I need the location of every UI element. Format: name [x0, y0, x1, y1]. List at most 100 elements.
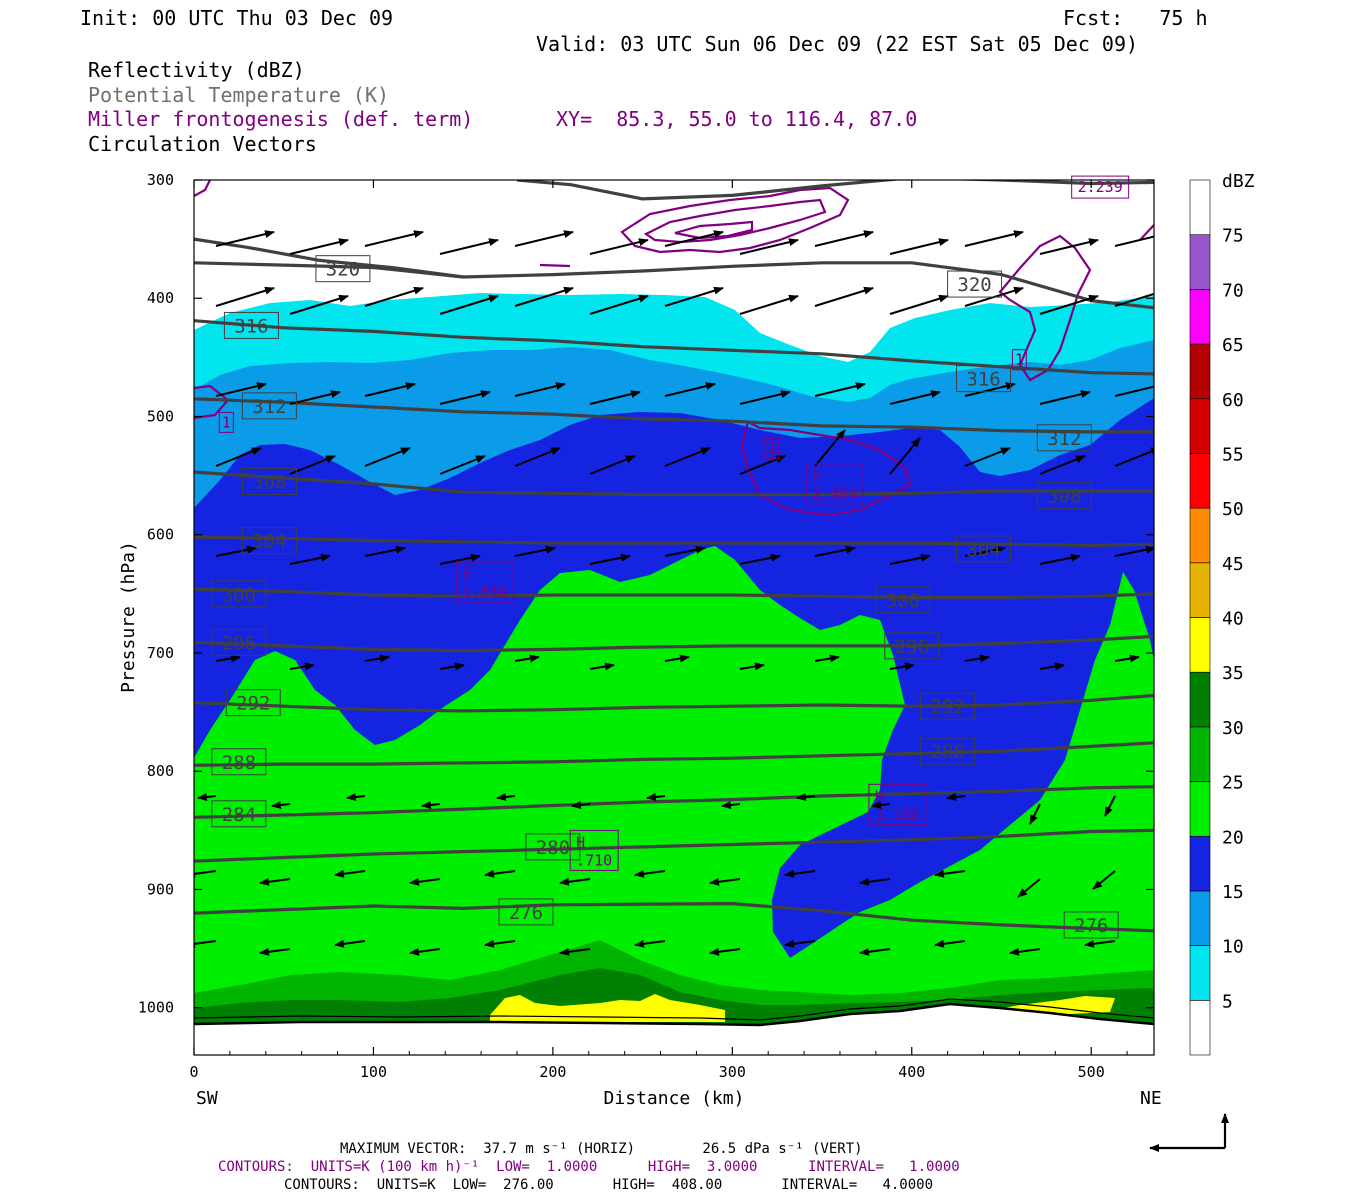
circulation-vector-arrow: [709, 877, 741, 886]
theta-contour-line: [194, 470, 1154, 497]
circulation-vector-arrow: [215, 382, 267, 397]
theta-label-box: [241, 392, 297, 420]
fronto-label-box: [1071, 175, 1130, 199]
theta-contour-line: [194, 261, 1154, 310]
circulation-vector-arrow: [1114, 654, 1140, 663]
circulation-vector-arrow: [514, 230, 574, 247]
colorbar-level-label: 55: [1222, 444, 1244, 465]
fronto-contour-info: CONTOURS: UNITS=K (100 km h)⁻¹ LOW= 1.00…: [218, 1159, 960, 1175]
x-tick-label: 300: [719, 1063, 746, 1081]
theta-label-box: [1036, 482, 1092, 510]
reflectivity-35dbz-area: [490, 994, 725, 1022]
circulation-vector-arrow: [514, 447, 561, 467]
theta-label-text: 316: [966, 369, 1000, 391]
theta-label-text: 292: [930, 696, 964, 718]
circulation-vector-arrow: [739, 390, 791, 405]
circulation-vector-arrow: [364, 286, 424, 307]
theta-label-text: 304: [252, 531, 286, 553]
circulation-vector-arrow: [1114, 545, 1154, 557]
circulation-vector-arrow: [334, 869, 366, 878]
circulation-vector-arrow: [364, 447, 411, 467]
colorbar-segment: [1189, 343, 1211, 400]
colorbar-level-label: 45: [1222, 554, 1244, 575]
y-tick-label: 400: [147, 289, 174, 307]
circulation-vector-arrow: [589, 294, 649, 315]
colorbar-level-label: 10: [1222, 937, 1244, 958]
circulation-vector-arrow: [964, 447, 1011, 467]
colorbar-segment: [1189, 945, 1211, 1001]
fronto-label-mark: H: [875, 787, 884, 805]
colorbar-segment: [1189, 835, 1211, 892]
circulation-vector-arrow: [559, 877, 591, 886]
circulation-vector-arrow: [964, 230, 1024, 247]
fronto-label-value: 2.484: [812, 485, 857, 503]
colorbar-level-label: 40: [1222, 609, 1244, 630]
circulation-vector-arrow: [439, 294, 499, 315]
colorbar: 5 10 15 20 25 30 35 40 45 50 55 60 65 70 75: [1189, 179, 1244, 1056]
fronto-label-value: 1.108: [875, 805, 920, 823]
colorbar-level-label: 15: [1222, 882, 1244, 903]
theta-contour-label: 304: [956, 535, 1012, 563]
theta-contour-label: 320: [315, 255, 371, 283]
colorbar-segment: [1189, 234, 1211, 290]
circulation-vector-arrow: [1114, 447, 1154, 467]
circulation-vector-arrow: [814, 429, 846, 467]
circulation-vector-arrow: [259, 877, 291, 886]
circulation-vector-arrow: [964, 545, 1006, 557]
circulation-vector-arrow: [1092, 870, 1116, 890]
circulation-vector-arrow: [439, 553, 481, 565]
theta-label-box: [211, 800, 267, 828]
colorbar-level-label: 70: [1222, 280, 1244, 301]
fronto-label-box: [569, 829, 619, 871]
colorbar-level-label: 75: [1222, 226, 1244, 247]
circulation-vector-arrow: [514, 654, 540, 663]
circulation-vector-arrow: [739, 294, 799, 315]
circulation-vector-arrow: [964, 654, 990, 663]
circulation-vector-arrow: [1039, 455, 1086, 475]
theta-contour-line: [194, 693, 1154, 713]
theta-label-text: 276: [509, 902, 543, 924]
colorbar-level-label: 35: [1222, 663, 1244, 684]
theta-contour-label: 292: [920, 692, 976, 720]
theta-label-box: [956, 365, 1012, 393]
circulation-vector-arrow: [721, 801, 741, 809]
theta-label-text: 304: [966, 539, 1000, 561]
fronto-contour-small: [539, 263, 571, 268]
colorbar-level-label: 65: [1222, 335, 1244, 356]
theta-contour-label: 280: [525, 833, 581, 861]
circulation-vector-arrow: [289, 553, 331, 565]
theta-contour-label: 304: [241, 527, 297, 555]
fronto-contour-upper-2: [643, 198, 827, 244]
circulation-vector-arrow: [664, 447, 711, 467]
circulation-vector-arrow: [784, 869, 816, 878]
circulation-vector-arrow: [484, 869, 516, 878]
circulation-vector-arrow: [271, 801, 291, 809]
circulation-vector-arrow: [1039, 390, 1091, 405]
theta-contour-labels: 276 276 280 284 288 288 292 292 296 296 300 300 304 3…: [211, 255, 1119, 939]
circulation-vector-arrow: [634, 939, 666, 948]
y-tick-label: 800: [147, 762, 174, 780]
circulation-vector-arrow: [289, 455, 336, 475]
y-tick-label: 700: [147, 644, 174, 662]
circulation-vector-arrow: [664, 545, 706, 557]
circulation-vector-arrow: [1009, 947, 1041, 956]
max-vector-info: MAXIMUM VECTOR: 37.7 m s⁻¹ (HORIZ) 26.5 …: [340, 1141, 863, 1157]
theta-contour-info: CONTOURS: UNITS=K LOW= 276.00 HIGH= 408.…: [284, 1177, 934, 1193]
fronto-contour-top-left: [194, 180, 211, 197]
colorbar-segment: [1189, 1000, 1211, 1056]
circulation-vector-arrow: [364, 382, 416, 397]
circulation-vector-arrow: [589, 390, 641, 405]
theta-contour-label: 288: [920, 737, 976, 765]
theta-label-text: 288: [222, 752, 256, 774]
colorbar-segment: [1189, 890, 1211, 946]
frontogenesis-contours: [194, 180, 1154, 517]
circulation-vector-arrow: [1039, 294, 1099, 315]
theta-contour-label: 288: [211, 748, 267, 776]
colorbar-level-label: 50: [1222, 499, 1244, 520]
circulation-vector-arrow: [439, 455, 486, 475]
theta-contour-label: 320: [947, 270, 1003, 298]
theta-contour-label: 284: [211, 800, 267, 828]
circulation-vector-arrow: [215, 447, 262, 467]
frontogenesis-label: 2.239: [1071, 175, 1130, 199]
theta-label-text: 308: [252, 472, 286, 494]
